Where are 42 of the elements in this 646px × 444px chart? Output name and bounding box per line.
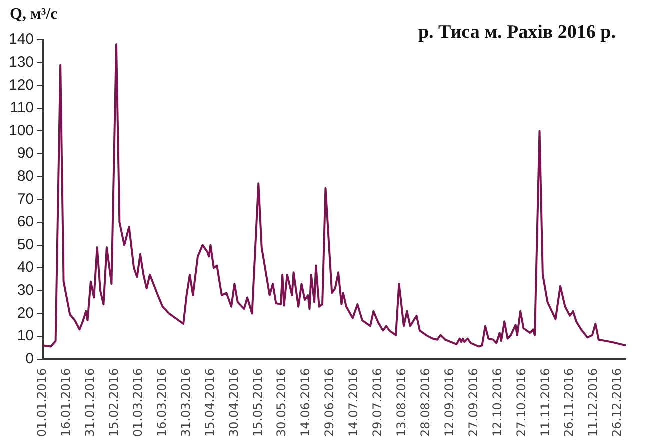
y-tick-label: 10 [17, 328, 34, 345]
y-tick-label: 60 [17, 214, 34, 231]
x-tick-label: 14.06.2016 [298, 368, 313, 438]
y-axis-title: Q, м³/с [10, 6, 58, 24]
y-tick-label: 100 [8, 122, 34, 140]
x-tick-label: 01.03.2016 [130, 368, 145, 438]
x-tick-label: 28.08.2016 [418, 368, 432, 438]
x-tick-label: 01.01.2016 [35, 368, 50, 438]
y-tick-label: 130 [8, 54, 34, 71]
y-tick-label: 110 [10, 100, 34, 117]
x-tick-label: 14.07.2016 [346, 368, 361, 438]
y-tick-label: 70 [17, 190, 34, 208]
x-tick-label: 30.04.2016 [226, 368, 241, 438]
x-tick-label: 29.07.2016 [370, 368, 385, 438]
x-tick-label: 12.09.2016 [442, 368, 456, 438]
x-tick-label: 27.10.2016 [514, 368, 528, 438]
y-tick-label: 20 [17, 304, 34, 322]
x-tick-label: 11.12.2016 [586, 368, 600, 438]
chart-title: р. Тиса м. Рахів 2016 р. [418, 22, 616, 44]
x-tick-label: 13.08.2016 [394, 368, 409, 438]
x-tick-label: 26.12.2016 [610, 368, 624, 438]
x-tick-label: 15.05.2016 [250, 368, 265, 438]
y-tick-label: 50 [17, 236, 34, 254]
y-tick-label: 80 [17, 168, 34, 185]
x-tick-label: 16.03.2016 [154, 368, 169, 438]
y-tick-label: 140 [8, 31, 34, 48]
x-tick-label: 12.10.2016 [490, 368, 504, 438]
x-tick-label: 31.03.2016 [178, 368, 193, 438]
x-tick-label: 29.06.2016 [322, 368, 337, 438]
x-tick-label: 15.04.2016 [202, 368, 217, 438]
y-tick-label: 90 [17, 145, 34, 162]
x-tick-label: 30.05.2016 [274, 368, 289, 438]
x-tick-label: 26.11.2016 [562, 368, 576, 438]
y-tick-label: 40 [17, 259, 34, 276]
x-tick-label: 31.01.2016 [83, 368, 98, 438]
y-tick-label: 120 [8, 76, 34, 94]
y-tick-label: 30 [17, 282, 34, 300]
x-tick-label: 11.11.2016 [538, 368, 552, 438]
x-tick-label: 27.09.2016 [466, 368, 480, 438]
y-tick-label: 0 [26, 350, 34, 368]
x-tick-label: 16.01.2016 [59, 368, 74, 438]
x-tick-label: 15.02.2016 [107, 368, 122, 438]
